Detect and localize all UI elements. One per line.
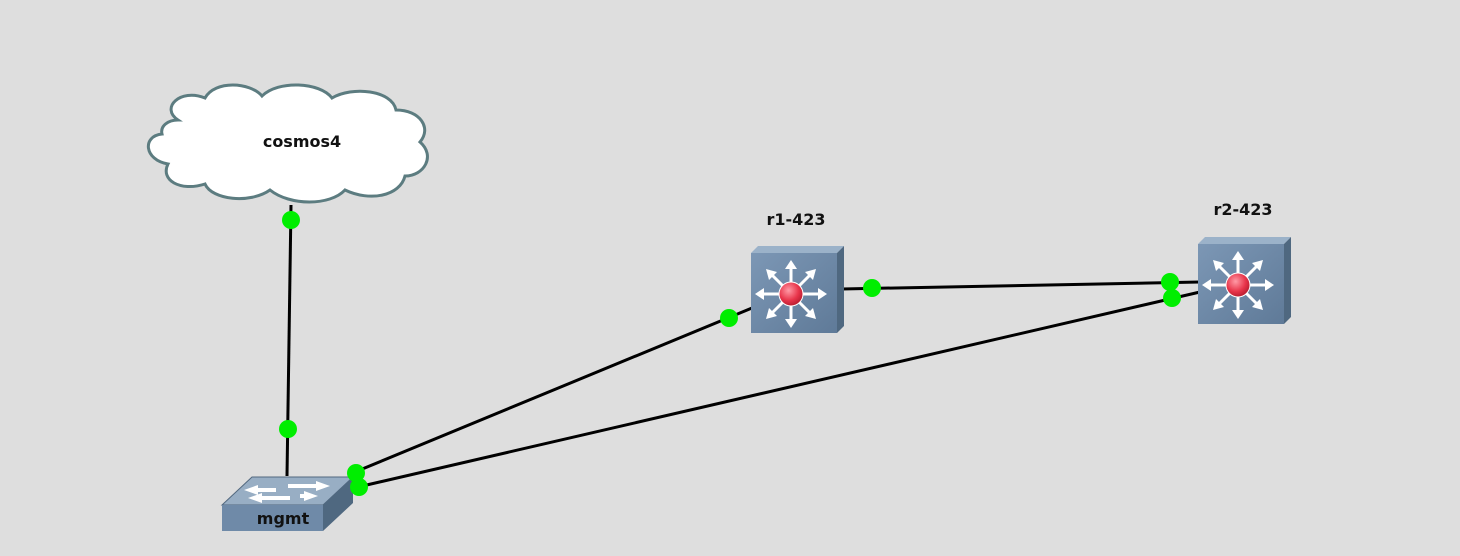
node-r2-423[interactable]: r2-423 xyxy=(1198,200,1291,324)
node-label-cosmos4: cosmos4 xyxy=(263,132,341,151)
port-status-dot[interactable] xyxy=(350,478,368,496)
links-layer xyxy=(285,204,1201,489)
multilayer-switch-icon xyxy=(751,246,844,333)
link-mgmt-r1[interactable] xyxy=(354,306,753,474)
port-status-dot[interactable] xyxy=(1161,273,1179,291)
multilayer-switch-icon xyxy=(1198,237,1291,324)
link-r1-r2[interactable] xyxy=(841,280,1201,291)
node-label-mgmt: mgmt xyxy=(257,509,310,528)
ethernet-switch-icon xyxy=(220,476,355,531)
link-mgmt-r2[interactable] xyxy=(357,290,1201,489)
port-status-dot[interactable] xyxy=(347,464,365,482)
port-status-dot[interactable] xyxy=(720,309,738,327)
node-mgmt[interactable]: mgmt xyxy=(220,476,355,531)
port-status-dot[interactable] xyxy=(863,279,881,297)
port-indicators xyxy=(279,211,1181,496)
node-label-r1-423: r1-423 xyxy=(766,210,825,229)
node-cosmos4[interactable]: cosmos4 xyxy=(146,83,429,204)
port-status-dot[interactable] xyxy=(282,211,300,229)
port-status-dot[interactable] xyxy=(279,420,297,438)
port-status-dot[interactable] xyxy=(1163,289,1181,307)
node-label-r2-423: r2-423 xyxy=(1213,200,1272,219)
node-r1-423[interactable]: r1-423 xyxy=(751,210,844,333)
cloud-icon xyxy=(146,83,429,204)
